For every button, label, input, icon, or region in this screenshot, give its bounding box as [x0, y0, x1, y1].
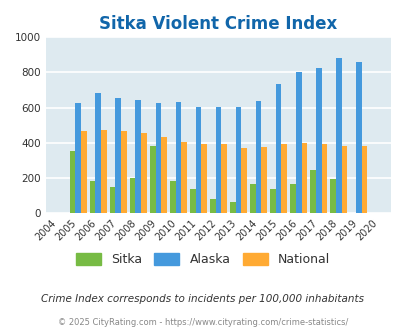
Bar — [115, 98, 121, 213]
Bar — [361, 146, 367, 213]
Bar — [355, 62, 361, 213]
Bar — [181, 142, 186, 213]
Bar — [161, 137, 166, 213]
Bar — [235, 107, 241, 213]
Bar — [241, 148, 246, 213]
Bar — [309, 170, 315, 213]
Bar — [155, 103, 161, 213]
Bar — [209, 199, 215, 213]
Bar — [295, 72, 301, 213]
Legend: Sitka, Alaska, National: Sitka, Alaska, National — [70, 248, 335, 271]
Bar — [281, 144, 286, 213]
Bar — [175, 102, 181, 213]
Bar — [70, 151, 75, 213]
Bar — [330, 179, 335, 213]
Bar — [201, 144, 207, 213]
Bar — [335, 57, 341, 213]
Bar — [149, 146, 155, 213]
Bar — [321, 144, 326, 213]
Bar — [141, 133, 146, 213]
Bar — [109, 187, 115, 213]
Text: Crime Index corresponds to incidents per 100,000 inhabitants: Crime Index corresponds to incidents per… — [41, 294, 364, 304]
Bar — [195, 107, 201, 213]
Bar — [170, 182, 175, 213]
Bar — [101, 130, 106, 213]
Bar — [270, 189, 275, 213]
Bar — [90, 182, 95, 213]
Bar — [290, 184, 295, 213]
Bar — [275, 84, 281, 213]
Bar — [249, 184, 255, 213]
Bar — [81, 131, 86, 213]
Bar — [95, 93, 101, 213]
Bar — [315, 68, 321, 213]
Bar — [230, 202, 235, 213]
Bar — [121, 131, 126, 213]
Bar — [301, 143, 307, 213]
Bar — [221, 145, 226, 213]
Bar — [130, 178, 135, 213]
Bar — [190, 189, 195, 213]
Bar — [135, 100, 141, 213]
Bar — [75, 103, 81, 213]
Bar — [255, 101, 261, 213]
Bar — [215, 107, 221, 213]
Title: Sitka Violent Crime Index: Sitka Violent Crime Index — [99, 15, 337, 33]
Bar — [341, 146, 346, 213]
Text: © 2025 CityRating.com - https://www.cityrating.com/crime-statistics/: © 2025 CityRating.com - https://www.city… — [58, 318, 347, 327]
Bar — [261, 147, 266, 213]
